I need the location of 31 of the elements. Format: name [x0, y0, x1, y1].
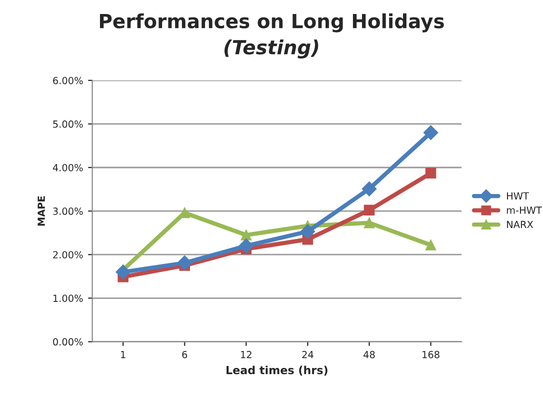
y-tick-label: 2.00% [53, 251, 83, 258]
legend-label: NARX [507, 220, 534, 228]
y-axis-title: MAPE [38, 196, 45, 226]
point [300, 224, 316, 239]
point [364, 217, 375, 228]
y-tick-label: 3.00% [53, 208, 83, 215]
point [364, 204, 375, 216]
x-tick-label: 48 [364, 350, 375, 358]
y-tick-label: 5.00% [53, 120, 83, 128]
point [362, 181, 377, 196]
y-tick-label: 6.00% [53, 76, 83, 84]
y-tick-label: 1.00% [53, 294, 83, 302]
point [425, 240, 436, 250]
x-tick-label: 12 [241, 350, 252, 358]
point [425, 168, 436, 179]
x-tick-label: 24 [302, 350, 314, 358]
point [240, 230, 252, 240]
point [116, 264, 130, 280]
x-tick-label: 6 [182, 350, 188, 358]
y-tick-label: 4.00% [52, 164, 83, 172]
y-tick-label: 0.00% [53, 338, 83, 346]
point [238, 238, 254, 254]
chart-subtitle: (Testing) [224, 39, 318, 58]
legend-label: HWT [507, 192, 529, 200]
x-axis-title: Lead times (hrs) [226, 366, 328, 376]
point [177, 255, 192, 270]
point [423, 125, 438, 140]
legend-label: m-HWT [506, 206, 542, 214]
x-tick-label: 168 [422, 350, 440, 358]
chart-title: Performances on Long Holidays [100, 13, 444, 32]
x-tick-label: 1 [121, 351, 126, 358]
